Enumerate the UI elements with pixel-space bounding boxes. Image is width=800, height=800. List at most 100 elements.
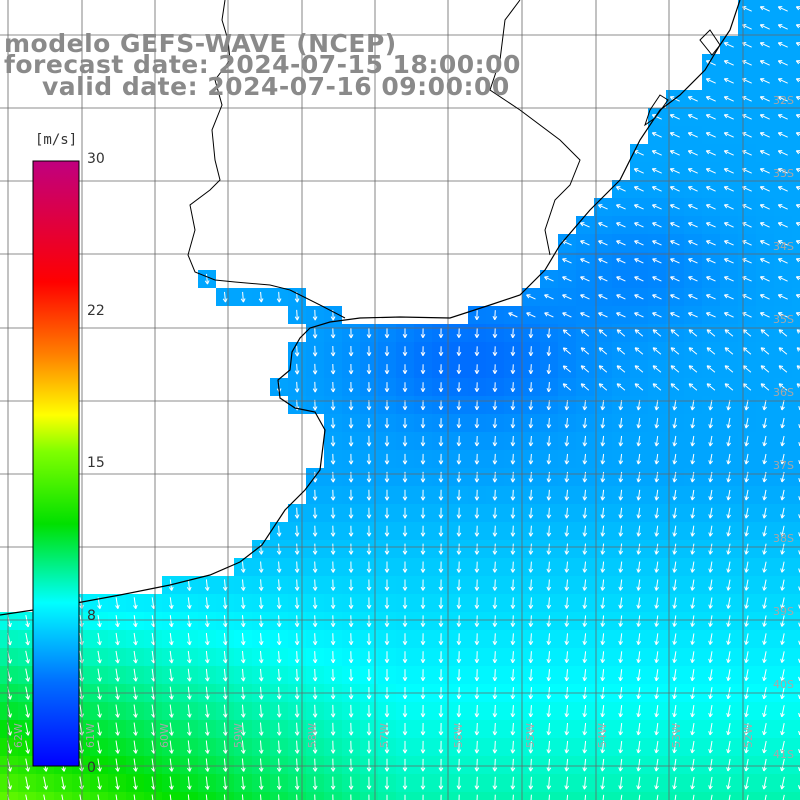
wind-arrow: [723, 78, 734, 84]
wind-arrow: [723, 132, 734, 138]
wind-arrow: [474, 364, 480, 374]
wind-arrow: [651, 150, 662, 156]
wind-arrow: [651, 114, 662, 120]
wind-arrow: [616, 312, 626, 318]
wind-arrow: [705, 150, 716, 156]
wind-arrow: [705, 132, 716, 138]
wind-arrow: [438, 400, 444, 411]
wind-arrow: [330, 363, 336, 375]
wind-arrow: [759, 96, 770, 102]
wind-arrow: [670, 240, 680, 246]
wind-speed-cell: [792, 630, 800, 648]
wind-arrow: [670, 294, 680, 300]
wind-arrow: [759, 168, 770, 174]
colorbar-tick-8: 8: [87, 608, 96, 624]
wind-speed-cell: [792, 288, 800, 306]
wind-arrow: [634, 312, 644, 318]
wind-arrow: [580, 347, 590, 355]
wind-arrow: [652, 294, 662, 300]
wind-speed-cell: [180, 792, 198, 800]
wind-arrow: [616, 204, 626, 210]
wind-arrow: [634, 383, 644, 391]
wind-arrow: [615, 186, 626, 192]
wind-arrow: [778, 383, 788, 391]
wind-speed-cell: [792, 360, 800, 378]
wind-arrow: [438, 328, 444, 339]
wind-arrow: [598, 329, 608, 337]
wind-speed-cell: [612, 792, 630, 800]
wind-arrow: [348, 363, 354, 375]
wind-arrow: [759, 312, 770, 318]
wind-arrow: [777, 294, 788, 300]
wind-arrow: [760, 329, 770, 337]
wind-arrow: [670, 312, 680, 318]
wind-arrow: [724, 329, 734, 337]
wind-speed-cell: [792, 72, 800, 90]
wind-arrow: [724, 294, 734, 300]
wind-arrow: [759, 204, 770, 210]
wind-arrow: [528, 346, 534, 357]
wind-arrow: [366, 399, 372, 411]
wind-arrow: [634, 222, 644, 228]
wind-speed-cell: [792, 702, 800, 720]
wind-arrow: [777, 258, 788, 264]
wind-arrow: [796, 347, 800, 352]
wind-arrow: [760, 383, 770, 391]
lat-label: 38S: [773, 532, 794, 545]
wind-arrow: [777, 276, 788, 282]
wind-arrow: [669, 150, 680, 156]
wind-speed-cell: [792, 720, 800, 738]
wind-arrow: [652, 312, 662, 318]
wind-arrow: [759, 240, 770, 246]
wind-arrow: [777, 186, 788, 192]
wind-arrow: [759, 114, 770, 120]
wind-arrow: [688, 383, 698, 391]
wind-arrow: [562, 276, 572, 282]
wind-arrow: [670, 204, 680, 210]
wind-arrow: [598, 258, 608, 264]
lon-label: 60W: [158, 723, 171, 748]
colorbar: [32, 160, 80, 767]
wind-arrow: [760, 365, 770, 373]
wind-arrow: [633, 186, 644, 192]
wind-arrow: [348, 327, 354, 339]
wind-arrow: [598, 222, 608, 228]
wind-speed-cell: [792, 558, 800, 576]
wind-arrow: [580, 258, 590, 264]
wind-speed-cell: [792, 108, 800, 126]
wind-arrow: [706, 329, 716, 337]
wind-arrow: [706, 222, 716, 228]
wind-arrow: [384, 346, 390, 357]
wind-arrow: [366, 364, 372, 375]
wind-arrow: [706, 312, 716, 318]
wind-arrow: [510, 346, 516, 356]
wind-arrow: [759, 78, 770, 84]
wind-speed-cell: [792, 450, 800, 468]
wind-arrow: [330, 327, 336, 339]
wind-speed-cell: [684, 792, 702, 800]
wind-arrow: [384, 364, 390, 375]
wind-arrow: [759, 150, 770, 156]
wind-arrow: [669, 186, 680, 192]
wind-arrow: [759, 294, 770, 300]
wind-arrow: [669, 132, 680, 138]
wind-arrow: [384, 382, 390, 393]
wind-arrow: [687, 168, 698, 174]
wind-arrow: [402, 364, 408, 375]
wind-arrow: [705, 114, 716, 120]
wind-arrow: [330, 381, 336, 393]
lon-label: 61W: [84, 723, 97, 748]
wind-arrow: [652, 365, 662, 373]
lon-label: 58W: [306, 723, 319, 748]
wind-arrow: [688, 294, 698, 300]
wind-arrow: [706, 258, 716, 264]
wind-arrow: [759, 222, 770, 228]
wind-arrow: [204, 273, 210, 285]
wind-arrow: [562, 347, 572, 355]
wind-arrow: [796, 365, 800, 370]
wind-arrow: [705, 204, 716, 210]
wind-arrow: [312, 327, 318, 339]
wind-arrow: [670, 329, 680, 337]
wind-arrow: [580, 294, 590, 300]
wind-speed-cell: [792, 180, 800, 198]
